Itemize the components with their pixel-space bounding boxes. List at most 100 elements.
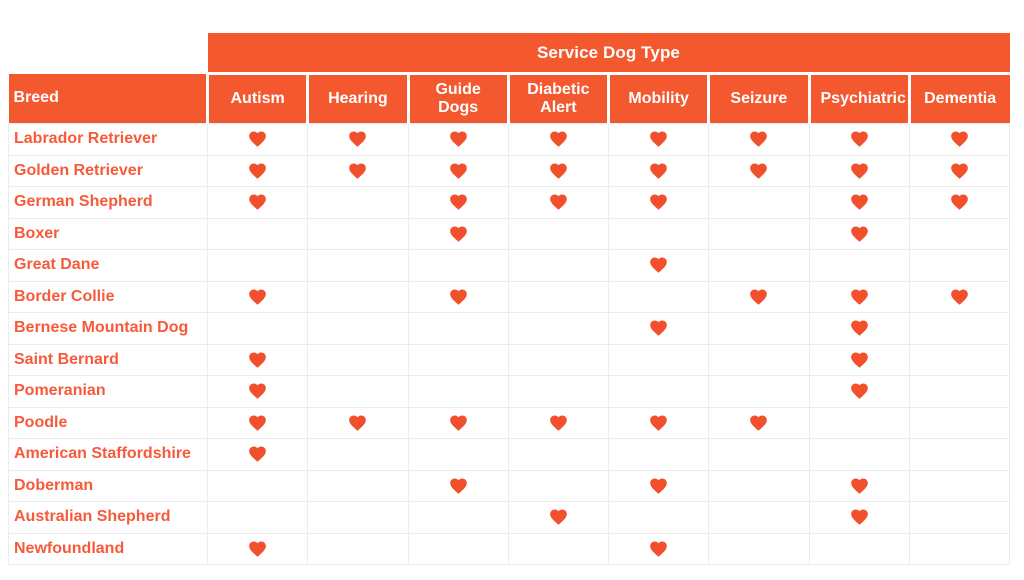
breed-label: Bernese Mountain Dog: [8, 312, 208, 345]
cell-american-staffordshire-guide-dogs: [407, 438, 509, 471]
cell-saint-bernard-seizure: [708, 343, 810, 376]
heart-icon: [951, 131, 968, 148]
cell-boxer-psychiatric: [808, 217, 910, 250]
cell-doberman-hearing: [307, 469, 409, 502]
cell-bernese-mountain-dog-diabetic-alert: [507, 312, 610, 345]
column-header-psychiatric: Psychiatric: [807, 73, 910, 124]
cell-poodle-guide-dogs: [407, 406, 509, 439]
cell-boxer-diabetic-alert: [507, 217, 610, 250]
heart-icon: [750, 131, 768, 148]
heart-icon: [249, 163, 266, 179]
cell-newfoundland-mobility: [607, 532, 710, 565]
table-row-american-staffordshire: American Staffordshire: [8, 438, 1011, 471]
breed-label: Great Dane: [8, 249, 208, 282]
cell-pomeranian-diabetic-alert: [507, 375, 610, 408]
cell-great-dane-hearing: [307, 249, 409, 282]
cell-german-shepherd-hearing: [307, 186, 409, 219]
cell-golden-retriever-psychiatric: [808, 154, 910, 187]
heart-icon: [249, 289, 266, 305]
column-header-breed: Breed: [8, 73, 208, 124]
cell-labrador-retriever-guide-dogs: [407, 123, 509, 156]
heart-icon: [650, 194, 667, 211]
group-header-row: Service Dog Type: [8, 33, 1010, 75]
cell-labrador-retriever-dementia: [908, 123, 1011, 156]
cell-border-collie-seizure: [708, 280, 810, 313]
cell-pomeranian-seizure: [708, 375, 810, 408]
heart-icon: [249, 194, 266, 211]
cell-bernese-mountain-dog-mobility: [607, 312, 710, 345]
cell-newfoundland-hearing: [307, 532, 409, 565]
heart-icon: [850, 352, 868, 368]
cell-poodle-hearing: [307, 406, 409, 439]
heart-icon: [650, 163, 667, 179]
heart-icon: [850, 131, 868, 148]
cell-saint-bernard-dementia: [908, 343, 1011, 376]
column-header-autism: Autism: [205, 73, 308, 124]
cell-poodle-mobility: [607, 406, 710, 439]
cell-doberman-mobility: [607, 469, 710, 502]
group-header: Service Dog Type: [207, 33, 1010, 75]
heart-icon: [349, 163, 367, 179]
table-row-saint-bernard: Saint Bernard: [8, 343, 1011, 376]
cell-german-shepherd-guide-dogs: [407, 186, 509, 219]
cell-australian-shepherd-mobility: [607, 501, 710, 534]
cell-pomeranian-autism: [206, 375, 309, 408]
cell-golden-retriever-guide-dogs: [407, 154, 509, 187]
cell-boxer-mobility: [607, 217, 710, 250]
cell-doberman-dementia: [908, 469, 1011, 502]
heart-icon: [850, 320, 868, 337]
heart-icon: [249, 352, 266, 368]
cell-great-dane-autism: [206, 249, 309, 282]
cell-poodle-seizure: [708, 406, 810, 439]
heart-icon: [449, 194, 467, 211]
heart-icon: [750, 415, 768, 431]
heart-icon: [550, 131, 567, 148]
heart-icon: [850, 478, 868, 494]
cell-australian-shepherd-autism: [206, 501, 309, 534]
cell-pomeranian-mobility: [607, 375, 710, 408]
cell-boxer-guide-dogs: [407, 217, 509, 250]
column-header-diabetic-alert: Diabetic Alert: [506, 73, 609, 124]
breed-label: Labrador Retriever: [8, 123, 208, 156]
cell-labrador-retriever-hearing: [307, 123, 409, 156]
cell-saint-bernard-hearing: [307, 343, 409, 376]
heart-icon: [550, 194, 567, 211]
cell-labrador-retriever-psychiatric: [808, 123, 910, 156]
table-row-doberman: Doberman: [8, 469, 1011, 502]
cell-bernese-mountain-dog-seizure: [708, 312, 810, 345]
cell-golden-retriever-mobility: [607, 154, 710, 187]
heart-icon: [650, 478, 667, 494]
heart-icon: [850, 383, 868, 400]
heart-icon: [449, 163, 467, 179]
cell-labrador-retriever-mobility: [607, 123, 710, 156]
breed-label: Doberman: [8, 469, 208, 502]
cell-doberman-guide-dogs: [407, 469, 509, 502]
heart-icon: [550, 415, 567, 431]
heart-icon: [449, 226, 467, 242]
cell-poodle-psychiatric: [808, 406, 910, 439]
cell-bernese-mountain-dog-hearing: [307, 312, 409, 345]
cell-german-shepherd-dementia: [908, 186, 1011, 219]
heart-icon: [349, 415, 367, 431]
heart-icon: [650, 257, 667, 274]
table-row-boxer: Boxer: [8, 217, 1011, 250]
cell-pomeranian-guide-dogs: [407, 375, 509, 408]
heart-icon: [951, 163, 968, 179]
column-header-mobility: Mobility: [606, 73, 709, 124]
heart-icon: [650, 320, 667, 337]
heart-icon: [750, 163, 768, 179]
cell-german-shepherd-seizure: [708, 186, 810, 219]
breed-label: American Staffordshire: [8, 438, 208, 471]
cell-american-staffordshire-mobility: [607, 438, 710, 471]
cell-saint-bernard-autism: [206, 343, 309, 376]
cell-golden-retriever-seizure: [708, 154, 810, 187]
cell-american-staffordshire-psychiatric: [808, 438, 910, 471]
cell-border-collie-hearing: [307, 280, 409, 313]
cell-american-staffordshire-seizure: [708, 438, 810, 471]
cell-australian-shepherd-hearing: [307, 501, 409, 534]
breed-label: Border Collie: [8, 280, 208, 313]
cell-bernese-mountain-dog-psychiatric: [808, 312, 910, 345]
cell-doberman-psychiatric: [808, 469, 910, 502]
cell-bernese-mountain-dog-guide-dogs: [407, 312, 509, 345]
cell-german-shepherd-psychiatric: [808, 186, 910, 219]
